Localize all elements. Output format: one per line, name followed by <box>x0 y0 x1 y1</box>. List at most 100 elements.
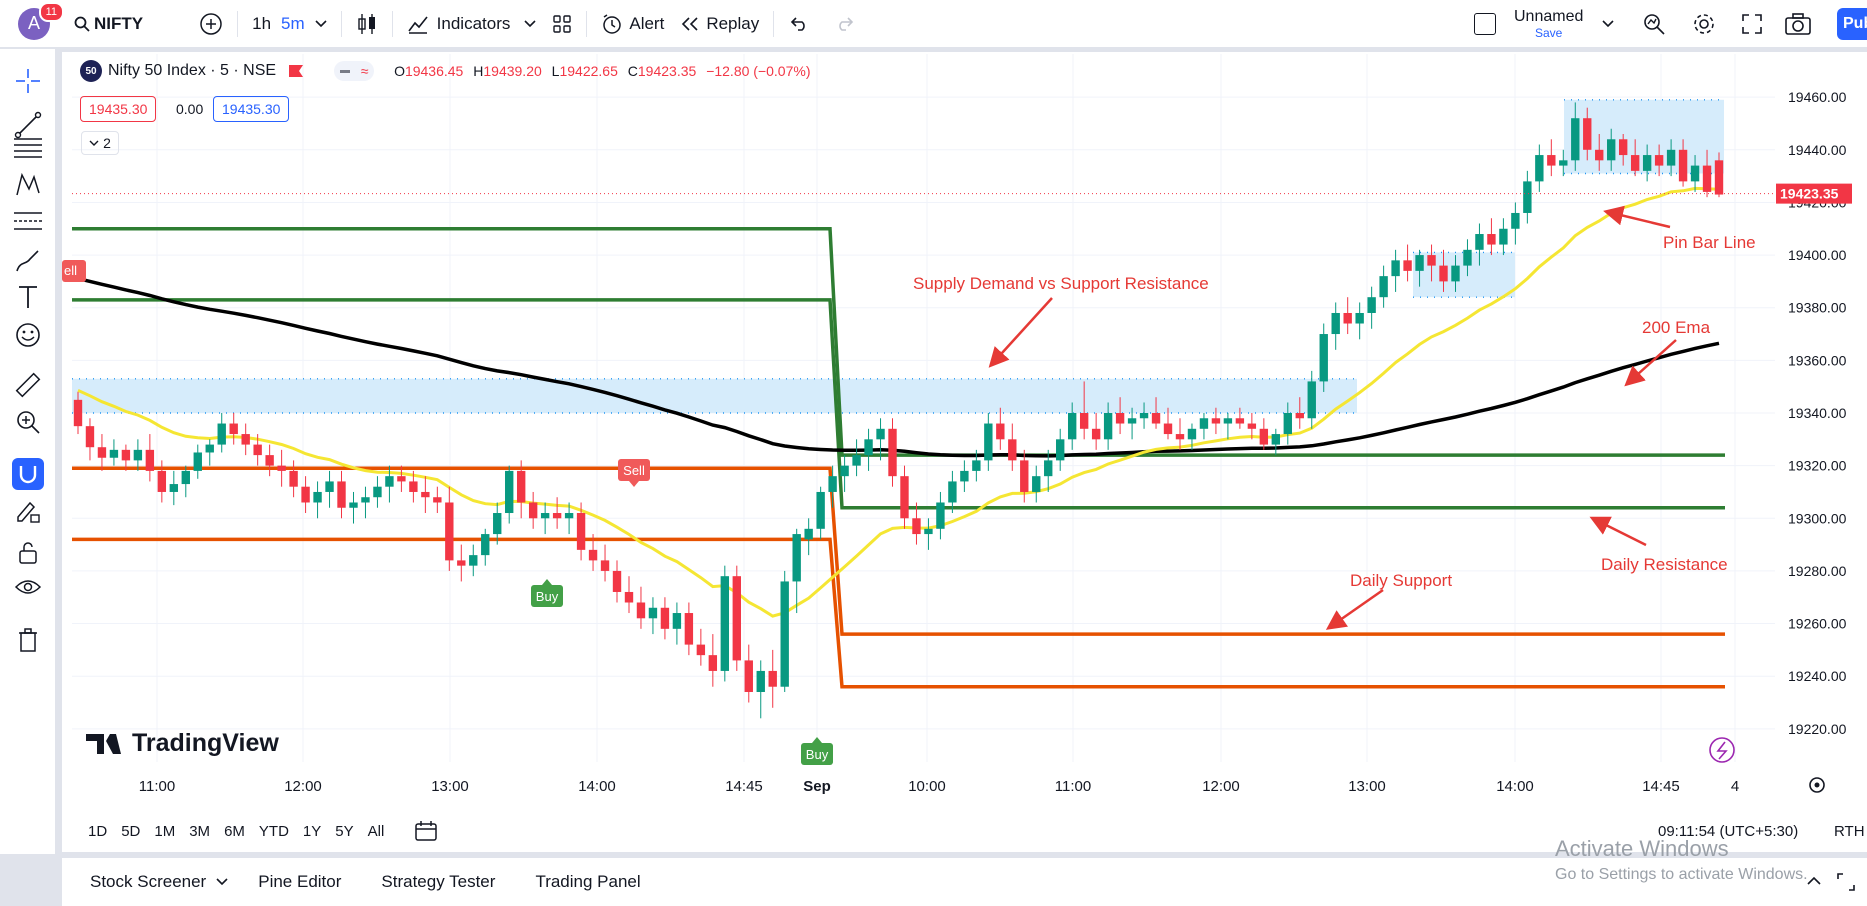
magnet-tool[interactable] <box>12 458 44 490</box>
spread-value: 0.00 <box>176 101 204 117</box>
flag-icon[interactable] <box>288 64 304 78</box>
candle-body <box>1583 118 1592 150</box>
candle-body <box>97 447 107 458</box>
zoom-search-icon <box>1644 14 1665 35</box>
zoom-tool[interactable] <box>12 406 44 438</box>
range-button-1d[interactable]: 1D <box>88 822 108 840</box>
redo-button[interactable] <box>826 0 864 48</box>
alert-label: Alert <box>629 13 665 33</box>
tradingview-logo-icon <box>86 734 121 754</box>
pencil-lock-icon <box>17 501 40 523</box>
save-link[interactable]: Save <box>1535 26 1563 40</box>
symbol-search[interactable]: NIFTY <box>66 0 151 48</box>
arrow-200-ema <box>1624 339 1677 387</box>
candle-body <box>229 423 238 435</box>
annotation-supply-demand: Supply Demand vs Support Resistance <box>913 274 1209 293</box>
icons-tool[interactable] <box>12 319 44 351</box>
templates-button[interactable] <box>544 0 580 48</box>
candle-body <box>1714 160 1724 195</box>
tab-strategy-tester[interactable]: Strategy Tester <box>381 872 496 891</box>
candle-body <box>1175 434 1185 440</box>
hide-drawings-tool[interactable] <box>12 571 44 603</box>
remove-drawings-tool[interactable] <box>12 625 44 657</box>
tab-trading-panel[interactable]: Trading Panel <box>535 872 641 891</box>
text-tool[interactable] <box>12 281 44 313</box>
unlock-tool[interactable] <box>12 537 44 569</box>
layout-checkbox[interactable] <box>1474 13 1496 35</box>
redo-icon <box>839 16 854 31</box>
lock-open-icon <box>19 542 37 564</box>
candle-body <box>1151 413 1161 424</box>
calendar-icon[interactable] <box>414 820 438 842</box>
candle-body <box>780 581 789 687</box>
indicators-label: Indicators <box>436 13 511 33</box>
candle-body <box>540 513 550 519</box>
buy-signal-bg <box>801 743 833 765</box>
range-button-3m[interactable]: 3M <box>189 822 211 840</box>
alarm-clock-icon <box>603 13 622 34</box>
clock-readout[interactable]: 09:11:54 (UTC+5:30) <box>1658 822 1799 840</box>
settings-button[interactable] <box>1692 12 1716 41</box>
range-button-6m[interactable]: 6M <box>224 822 245 840</box>
interval-dropdown[interactable] <box>307 0 335 48</box>
interval-1h[interactable]: 1h <box>252 13 272 33</box>
fib-tool[interactable] <box>12 131 44 163</box>
maximize-panel-icon[interactable] <box>1837 873 1855 891</box>
range-button-5d[interactable]: 5D <box>121 822 141 840</box>
range-button-5y[interactable]: 5Y <box>335 822 354 840</box>
publish-button[interactable]: Pub <box>1837 8 1867 40</box>
chevron-down-icon[interactable] <box>216 878 228 886</box>
measure-tool[interactable] <box>12 369 44 401</box>
candle-body <box>1067 413 1077 440</box>
sell-price-button[interactable]: 19435.30 <box>80 96 157 122</box>
brush-tool[interactable] <box>12 245 44 277</box>
lock-drawings-tool[interactable] <box>12 495 44 527</box>
pattern-tool[interactable] <box>12 169 44 201</box>
tab-pine-editor[interactable]: Pine Editor <box>258 872 342 891</box>
undo-button[interactable] <box>780 0 818 48</box>
range-button-1y[interactable]: 1Y <box>302 822 322 840</box>
indicators-collapse-button[interactable]: 2 <box>81 131 119 155</box>
tab-stock-screener[interactable]: Stock Screener <box>90 872 207 891</box>
interval-5m[interactable]: 5m <box>281 13 305 33</box>
candle-body <box>1666 149 1676 166</box>
market-status-toggle[interactable]: ≈ <box>334 61 375 81</box>
range-button-1m[interactable]: 1M <box>154 822 176 840</box>
replay-button[interactable]: Replay <box>672 0 767 48</box>
candle-body <box>552 513 562 519</box>
candles-icon <box>357 13 375 34</box>
alert-button[interactable]: Alert <box>593 0 672 48</box>
crosshair-tool[interactable] <box>12 65 44 97</box>
forecast-tool[interactable] <box>12 205 44 237</box>
candle-body <box>421 491 430 498</box>
trash-icon <box>19 628 37 652</box>
candle-body <box>1271 434 1281 445</box>
buy-price-button[interactable]: 19435.30 <box>213 96 290 122</box>
fullscreen-button[interactable] <box>1740 12 1764 41</box>
snapshot-button[interactable] <box>1784 12 1812 41</box>
candle-body <box>289 470 298 487</box>
session-toggle[interactable]: RTH <box>1834 822 1865 840</box>
compare-symbol-button[interactable] <box>191 0 231 48</box>
symbol-title[interactable]: Nifty 50 Index · 5 · NSE <box>108 62 277 79</box>
candle-body <box>948 481 957 503</box>
candle-body <box>1103 413 1113 440</box>
user-avatar[interactable]: A 11 <box>18 1 64 40</box>
time-axis-label: 13:00 <box>431 778 469 795</box>
chevron-up-icon[interactable] <box>1807 876 1821 885</box>
trend-line-tool[interactable] <box>12 109 44 141</box>
candle-body <box>1535 155 1544 182</box>
range-button-all[interactable]: All <box>367 822 385 840</box>
range-button-ytd[interactable]: YTD <box>258 822 289 840</box>
layout-name[interactable]: Unnamed Save <box>1514 8 1584 40</box>
chevron-down-icon[interactable] <box>1602 20 1614 28</box>
candle-body <box>1427 255 1436 266</box>
buy-signal: Buy <box>536 589 559 604</box>
daily-resistance-line <box>72 227 1725 457</box>
chart-type-button[interactable] <box>348 0 386 48</box>
symbol-legend: 50 Nifty 50 Index · 5 · NSE ≈ O19436.45 … <box>80 60 816 82</box>
indicators-button[interactable]: Indicators <box>399 0 545 48</box>
chart-pane[interactable] <box>62 52 1867 852</box>
quick-search-button[interactable] <box>1642 12 1666 41</box>
